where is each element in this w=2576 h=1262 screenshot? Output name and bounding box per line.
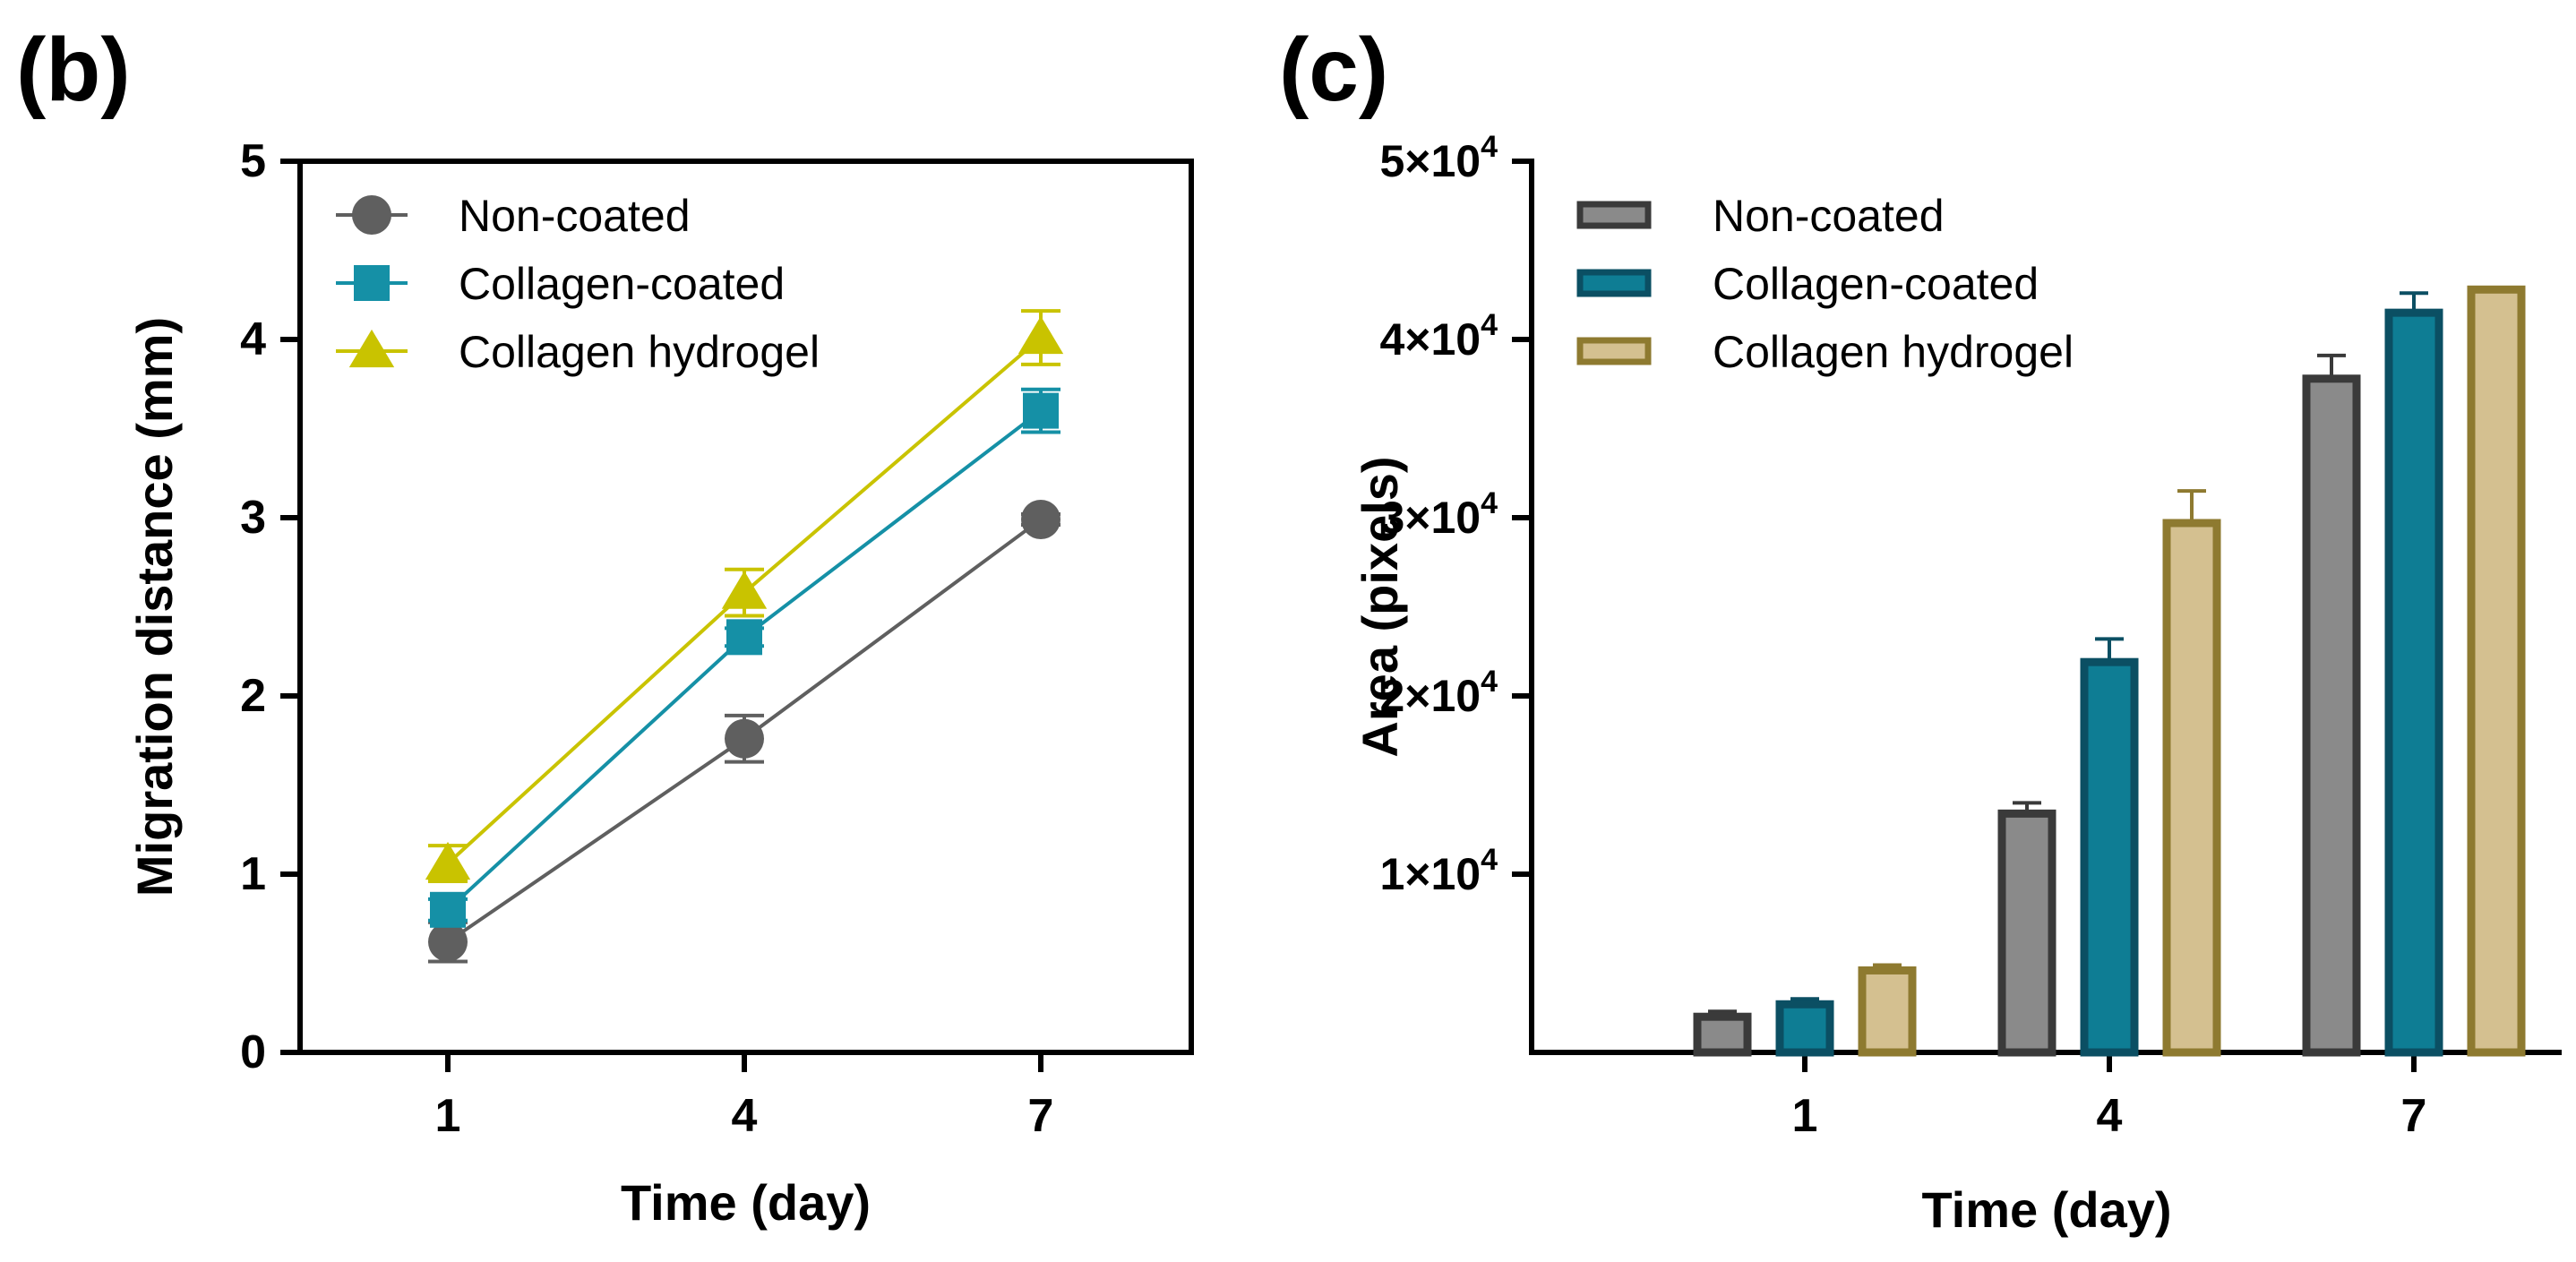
bar (1858, 966, 1917, 1057)
y-tick-label-base: 1×10 (1379, 849, 1481, 899)
series-collagen-hydrogel (1858, 285, 2526, 1057)
legend-label: Non-coated (1713, 191, 1945, 241)
series-collagen-coated (428, 387, 1060, 928)
y-tick-label-exponent: 4 (1481, 130, 1498, 164)
legend-label: Collagen-coated (459, 259, 785, 309)
x-tick-label: 4 (732, 1090, 758, 1142)
data-point (726, 619, 762, 656)
data-point (725, 718, 764, 759)
legend-label: Collagen-coated (1713, 259, 2039, 309)
legend-label: Collagen hydrogel (459, 327, 820, 377)
legend-swatch (1576, 269, 1652, 297)
y-tick-label-exponent: 4 (1481, 665, 1498, 699)
x-tick-label: 1 (435, 1090, 461, 1142)
bar (1693, 1012, 1752, 1057)
data-point (1021, 499, 1060, 539)
y-tick-label: 2 (240, 670, 266, 722)
legend-marker (352, 195, 391, 235)
y-tick-label-base: 5×10 (1379, 136, 1481, 186)
y-tick-label: 5 (240, 135, 266, 187)
legend-swatch (1576, 337, 1652, 365)
y-tick-label: 0 (240, 1026, 266, 1078)
y-axis-title: Area (pixels) (1352, 456, 1408, 757)
series-line (446, 409, 1043, 912)
data-point (428, 922, 468, 962)
y-tick-label-exponent: 4 (1481, 308, 1498, 342)
y-tick-label: 4 (240, 313, 266, 365)
bar (2162, 519, 2221, 1057)
x-tick-label: 7 (1028, 1090, 1054, 1142)
legend-marker (354, 265, 390, 301)
x-tick-label: 4 (2097, 1090, 2123, 1142)
y-tick-label-base: 4×10 (1379, 314, 1481, 365)
series-non-coated (1693, 353, 2361, 1057)
legend-label: Collagen hydrogel (1713, 327, 2074, 377)
data-point (425, 841, 471, 880)
bar (2080, 657, 2139, 1057)
series-collagen-hydrogel (425, 309, 1064, 883)
y-tick-label: 3×104 (1379, 486, 1498, 543)
y-tick-label: 5×104 (1379, 130, 1498, 186)
x-tick-label: 7 (2401, 1090, 2427, 1142)
legend-swatch (1576, 201, 1652, 229)
y-tick-label: 4×104 (1379, 308, 1498, 365)
bar (2302, 374, 2361, 1057)
data-point (430, 891, 466, 928)
panel-b: (b) 0 1 2 3 4 5 1 4 7 Time (day) Migration distance… (16, 20, 1194, 1231)
series-collagen-coated (1775, 291, 2443, 1057)
x-tick-label: 1 (1792, 1090, 1818, 1142)
bar (2384, 308, 2443, 1057)
y-tick-label: 1 (240, 848, 266, 900)
y-tick-label-base: 2×10 (1379, 671, 1481, 721)
panel-b-legend: Non-coated Collagen-coated Collagen hydrog… (336, 191, 820, 377)
legend-label: Non-coated (459, 191, 691, 241)
data-point (1018, 315, 1064, 355)
y-tick-label-base: 3×10 (1379, 493, 1481, 543)
bar (1997, 809, 2057, 1057)
bar (2467, 285, 2526, 1057)
y-tick-label: 1×104 (1379, 843, 1498, 899)
data-point (1023, 392, 1059, 429)
y-tick-label-exponent: 4 (1481, 486, 1498, 520)
x-axis-title: Time (day) (1921, 1181, 2171, 1238)
legend-marker (348, 329, 395, 368)
x-axis-title: Time (day) (621, 1174, 871, 1231)
panel-c-label: (c) (1279, 20, 1388, 120)
y-axis-title: Migration distance (mm) (126, 317, 183, 897)
data-point (721, 571, 768, 609)
y-tick-label: 3 (240, 492, 266, 544)
y-tick-label-exponent: 4 (1481, 843, 1498, 877)
bar (1775, 1000, 1834, 1057)
y-tick-label: 2×104 (1379, 665, 1498, 721)
panel-c-legend: Non-coated Collagen-coated Collagen hydrog… (1576, 191, 2074, 377)
panel-b-label: (b) (16, 20, 131, 120)
